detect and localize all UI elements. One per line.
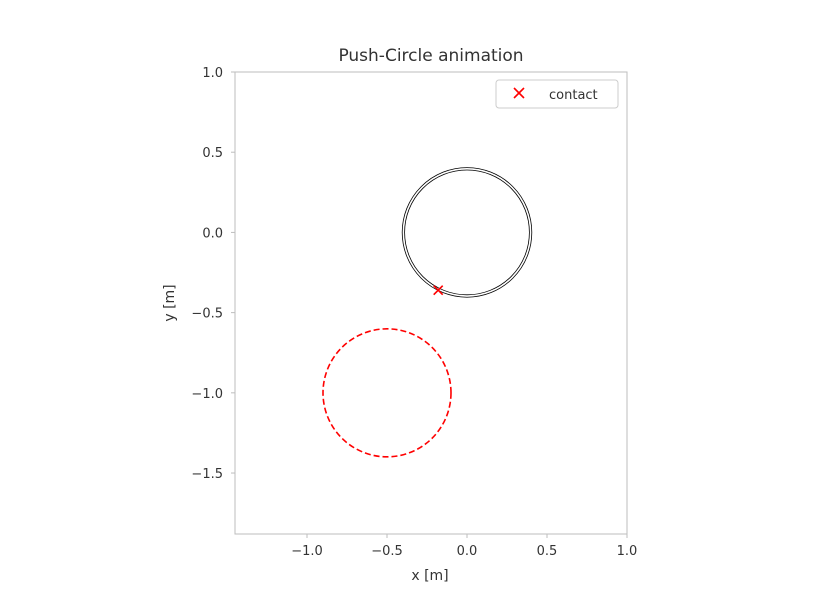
chart-markers: [433, 285, 444, 296]
y-tick-label: 1.0: [202, 66, 223, 81]
x-axis-label: x [m]: [411, 568, 448, 584]
x-tick-label: 0.0: [457, 544, 478, 559]
y-tick-label: −1.5: [191, 467, 223, 482]
chart-shapes: [322, 167, 533, 458]
x-tick-label: 1.0: [617, 544, 638, 559]
target-circle: [322, 328, 452, 458]
x-tick-label: 0.5: [537, 544, 558, 559]
x-tick-label: −1.0: [291, 544, 323, 559]
object-circle: [401, 167, 533, 298]
contact-point-marker: [433, 285, 444, 296]
legend-marker-icon: [513, 87, 525, 99]
legend-label-contact: contact: [549, 88, 598, 103]
y-tick-label: −0.5: [191, 307, 223, 322]
plot-area: [234, 71, 628, 535]
y-tick-label: 0.0: [202, 226, 223, 241]
y-tick-label: 0.5: [202, 146, 223, 161]
y-tick-label: −1.0: [191, 387, 223, 402]
y-axis-ticks: 1.0 0.5 0.0 −0.5 −1.0 −1.5: [191, 66, 235, 482]
object-circle: [404, 169, 530, 296]
x-tick-label: −0.5: [371, 544, 403, 559]
x-axis-ticks: −1.0 −0.5 0.0 0.5 1.0: [291, 534, 637, 559]
chart-title: Push-Circle animation: [338, 46, 523, 66]
legend-box: [495, 79, 619, 109]
y-axis-label: y [m]: [162, 284, 178, 321]
legend: contact: [495, 79, 619, 109]
